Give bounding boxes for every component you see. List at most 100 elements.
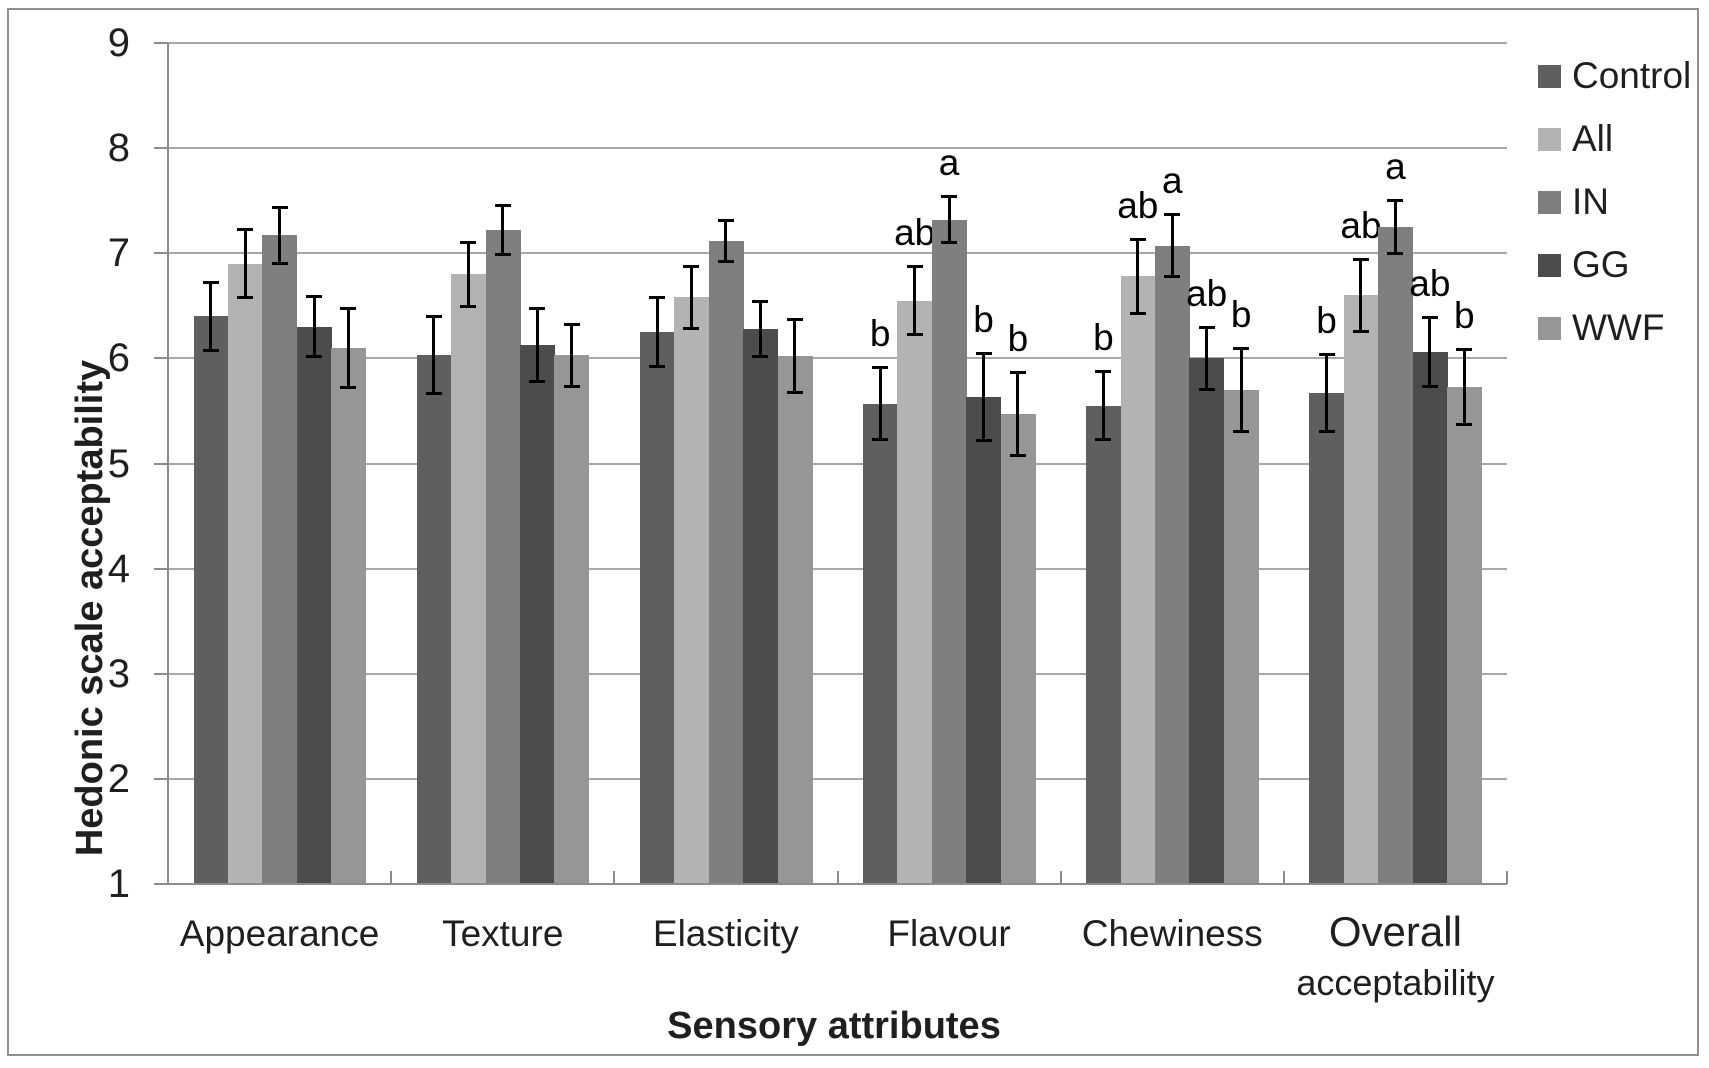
bar-control-chewiness [1086,405,1122,884]
error-bar-cap [906,264,923,268]
error-bar-cap [271,205,288,209]
error-bar-cap [1456,347,1473,351]
gridline [168,42,1507,44]
error-bar [312,296,316,358]
error-bar [1101,370,1105,441]
error-bar [655,297,659,367]
error-bar [501,204,505,256]
error-bar [1325,354,1329,432]
bar-wwf-texture [554,355,590,884]
bar-all-overall [1343,295,1379,884]
error-bar [1136,238,1140,315]
significance-letter: b [1453,294,1475,336]
y-axis-tick-label: 6 [107,336,130,381]
error-bar-cap [717,259,734,263]
error-bar-cap [975,439,992,443]
significance-letter: b [1093,316,1114,358]
y-axis-tick-label: 4 [107,546,130,591]
y-axis-tick-mark [154,567,168,570]
gridline [168,672,1507,675]
category-label-line1: Overall [1328,908,1462,955]
error-bar [535,307,539,382]
error-bar [1170,214,1174,278]
error-bar-cap [1095,369,1112,373]
legend-item-gg: GG [1538,243,1630,287]
legend-item-in: IN [1538,180,1609,224]
error-bar [689,265,693,329]
y-axis-tick-label: 3 [107,651,130,696]
error-bar-cap [340,385,357,389]
x-axis-tick-mark [613,871,616,884]
legend-label: IN [1572,181,1609,222]
error-bar [1428,317,1432,387]
x-axis-category-label: Elasticity [652,913,799,954]
error-bar [878,366,882,441]
significance-letter: b [1007,318,1029,360]
y-axis-tick-label: 2 [107,756,130,801]
error-bar-cap [563,384,580,388]
error-bar-cap [1456,422,1473,426]
legend-swatch-in [1538,190,1561,214]
error-bar-cap [649,364,666,368]
error-bar [1393,199,1397,255]
bar-in-chewiness [1155,245,1191,884]
y-axis-tick-label: 7 [107,231,130,276]
legend-swatch-all [1538,127,1561,151]
bar-wwf-appearance [331,347,367,884]
error-bar [1359,258,1363,333]
y-axis-tick-mark [154,252,168,255]
error-bar-cap [529,379,546,383]
gridline [168,147,1507,150]
x-axis-category-label: Appearance [179,913,380,954]
error-bar-cap [683,326,700,330]
x-axis-tick-mark [1282,871,1285,884]
significance-letter: ab [1117,184,1159,226]
error-bar-cap [1387,252,1404,256]
significance-letter: ab [1186,272,1228,314]
bar-wwf-overall [1447,386,1483,884]
gridline [168,357,1507,360]
error-bar-cap [1421,316,1438,320]
significance-letter: ab [894,211,936,253]
error-bar-cap [1421,384,1438,388]
error-bar [209,281,213,351]
bar-in-flavour [931,219,967,884]
bar-control-texture [416,355,452,884]
error-bar [724,219,728,262]
bar-all-chewiness [1120,276,1156,884]
bar-all-elasticity [674,297,710,884]
error-bar-cap [717,218,734,222]
error-bar [278,206,282,264]
legend-label: GG [1572,244,1630,285]
bar-control-elasticity [639,332,675,884]
gridline [168,777,1507,780]
error-bar [1205,326,1209,390]
error-bar [1239,347,1243,432]
bar-wwf-elasticity [777,356,813,884]
error-bar-cap [1095,438,1112,442]
error-bar-cap [237,296,254,300]
legend-label: All [1572,118,1614,159]
error-bar [947,196,951,243]
significance-letter: a [938,142,960,184]
y-axis-tick-mark [154,777,168,780]
error-bar [793,319,797,394]
legend-swatch-wwf [1538,316,1561,340]
error-bar [1462,348,1466,425]
bar-control-flavour [863,403,899,884]
bar-all-texture [451,274,487,884]
error-bar-cap [752,355,769,359]
significance-letter: ab [1409,263,1451,305]
bar-control-appearance [193,316,229,884]
bar-gg-overall [1412,352,1448,884]
gridline [168,462,1507,465]
error-bar-cap [494,203,511,207]
bar-in-appearance [262,235,298,884]
error-bar-cap [1129,237,1146,241]
y-axis-tick-mark [154,42,168,44]
bar-all-appearance [227,263,263,884]
error-bar [243,229,247,299]
error-bar-cap [786,318,803,322]
